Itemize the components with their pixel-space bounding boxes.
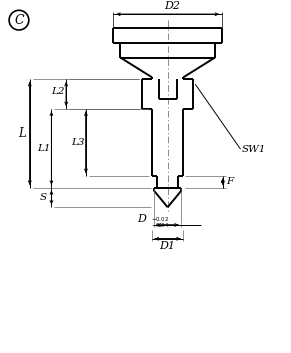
Text: L: L (18, 127, 26, 140)
Text: F: F (226, 177, 233, 186)
Text: C: C (14, 14, 24, 26)
Text: L3: L3 (71, 138, 85, 147)
Text: L1: L1 (37, 144, 50, 152)
Text: D1: D1 (160, 241, 176, 251)
Text: SW1: SW1 (242, 145, 266, 154)
Text: D2: D2 (165, 1, 181, 11)
Text: S: S (40, 193, 47, 202)
Text: $^{-0.02}_{-0.04}$: $^{-0.02}_{-0.04}$ (151, 216, 169, 231)
Text: L2: L2 (52, 86, 65, 96)
Text: D: D (138, 214, 146, 224)
